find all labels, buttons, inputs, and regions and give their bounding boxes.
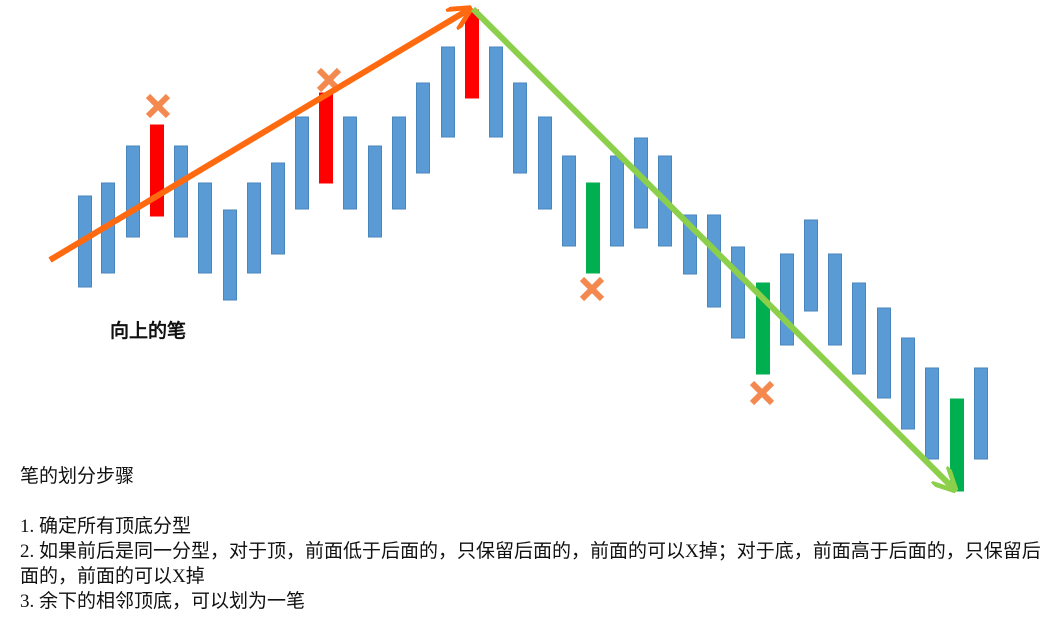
- down-stroke-arrow: [470, 6, 953, 488]
- steps: 笔的划分步骤 1. 确定所有顶底分型 2. 如果前后是同一分型，对于顶，前面低于…: [20, 464, 1045, 614]
- bar: [586, 182, 600, 274]
- bar: [441, 46, 455, 138]
- cross: [145, 93, 171, 119]
- bar: [610, 155, 624, 247]
- bar: [780, 253, 794, 346]
- bar: [828, 253, 842, 346]
- bar: [174, 145, 188, 238]
- bar: [562, 155, 576, 247]
- bar: [223, 209, 237, 301]
- bar: [126, 145, 140, 238]
- bar: [538, 116, 552, 210]
- bar: [707, 214, 721, 308]
- bar: [319, 92, 333, 184]
- cross-marks: [145, 67, 775, 406]
- step: 3. 余下的相邻顶底，可以划为一笔: [20, 591, 306, 612]
- bar: [731, 246, 745, 339]
- bar: [901, 337, 915, 430]
- bars: [78, 9, 988, 492]
- up-stroke-arrow: [48, 10, 468, 263]
- up-stroke-label: 向上的笔: [110, 321, 187, 342]
- bar: [513, 82, 527, 174]
- bar: [465, 9, 479, 99]
- steps-title: 笔的划分步骤: [20, 466, 135, 487]
- bar: [295, 116, 309, 210]
- bar: [974, 367, 988, 460]
- bar: [150, 124, 164, 217]
- step: 2. 如果前后是同一分型，对于顶，前面低于后面的，只保留后面的，前面的可以X掉；…: [20, 541, 1041, 587]
- bar: [343, 116, 357, 210]
- bar: [368, 145, 382, 238]
- bar: [416, 82, 430, 174]
- bar: [804, 219, 818, 312]
- cross: [749, 380, 775, 406]
- bar: [925, 367, 939, 460]
- bar: [489, 46, 503, 138]
- bar: [852, 282, 866, 375]
- step: 1. 确定所有顶底分型: [20, 516, 192, 537]
- bar: [198, 182, 212, 274]
- bar: [271, 162, 285, 255]
- cross: [579, 276, 605, 302]
- bar: [877, 307, 891, 399]
- bar: [392, 116, 406, 210]
- bar: [247, 182, 261, 274]
